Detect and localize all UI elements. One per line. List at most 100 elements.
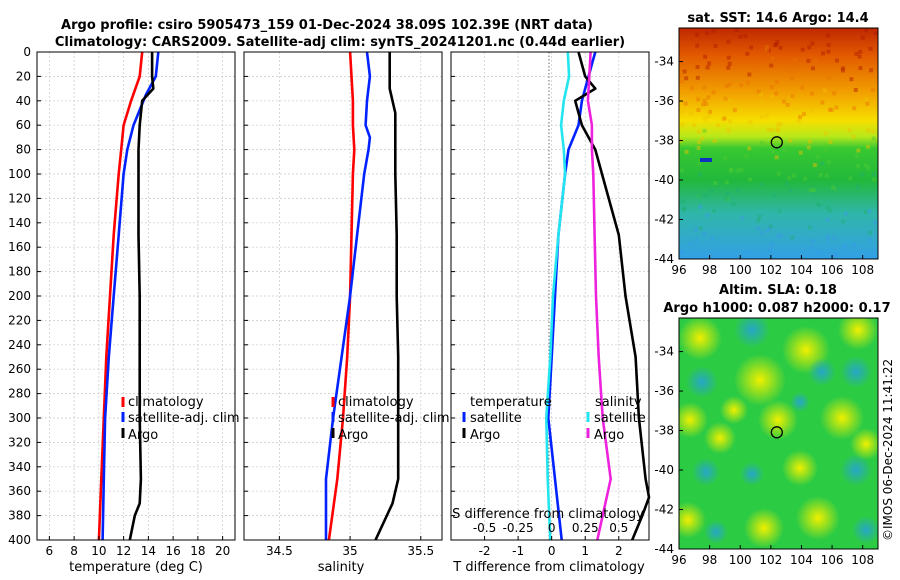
sst-texture-cell xyxy=(702,128,707,133)
sst-texture-cell xyxy=(682,69,687,74)
sst-texture-cell xyxy=(828,139,833,144)
sst-texture-cell xyxy=(769,63,774,68)
sst-axes-box xyxy=(678,27,879,260)
sst-texture-cell xyxy=(712,139,717,143)
sst-texture-cell xyxy=(723,95,728,100)
sst-texture-cell xyxy=(697,161,702,166)
sst-texture-cell xyxy=(754,69,759,74)
sst-texture-cell xyxy=(791,173,796,178)
sla-eddy xyxy=(679,502,706,538)
sst-texture-cell xyxy=(782,147,787,152)
sst-texture-cell xyxy=(789,69,794,74)
sst-texture-cell xyxy=(698,204,703,209)
sst-texture-cell xyxy=(817,203,822,208)
sst-texture-cell xyxy=(729,168,734,173)
sst-texture-cell xyxy=(734,28,739,32)
sst-texture-cell xyxy=(768,224,773,229)
sst-texture-cell xyxy=(766,127,771,132)
sst-texture-cell xyxy=(713,181,718,185)
sst-texture-cell xyxy=(843,211,848,216)
sst-texture-cell xyxy=(775,127,780,132)
sst-texture-cell xyxy=(858,66,863,71)
sst-texture-cell xyxy=(703,193,708,198)
y-tick-label: -38 xyxy=(654,424,674,438)
x-tick-label: 100 xyxy=(729,263,752,277)
legend-s-argo-label: Argo xyxy=(594,428,624,443)
sst-texture-cell xyxy=(866,166,871,171)
y-tick-label: 320 xyxy=(8,435,31,449)
imos-credit: ©IMOS 06-Dec-2024 11:41:22 xyxy=(881,359,895,541)
sst-texture-cell xyxy=(774,91,779,96)
y-tick-label: 380 xyxy=(8,509,31,523)
sst-texture-cell xyxy=(770,242,775,247)
sst-texture-cell xyxy=(867,230,872,235)
y-tick-label: 20 xyxy=(16,69,31,83)
sst-texture-cell xyxy=(824,173,829,178)
x2-tick-label: 0 xyxy=(548,521,556,535)
s-difference-xlabel: S difference from climatology xyxy=(452,507,644,522)
sst-texture-cell xyxy=(812,163,817,168)
sst-texture-cell xyxy=(740,216,745,221)
legend-t-argo-label: Argo xyxy=(470,428,500,443)
sst-texture-cell xyxy=(823,131,828,136)
sst-texture-cell xyxy=(680,109,685,114)
sst-texture-cell xyxy=(697,172,702,177)
sst-texture-cell xyxy=(769,85,774,90)
sst-texture-cell xyxy=(766,48,771,53)
x-tick-label: 96 xyxy=(671,263,686,277)
sst-texture-cell xyxy=(770,128,775,133)
sst-texture-cell xyxy=(825,205,830,210)
sst-texture-cell xyxy=(820,100,825,105)
sst-texture-cell xyxy=(811,192,816,196)
sst-texture-cell xyxy=(727,61,732,66)
sst-texture-cell xyxy=(803,176,808,181)
x-tick-label: 106 xyxy=(821,553,844,567)
y-tick-label: 400 xyxy=(8,533,31,547)
sst-texture-cell xyxy=(744,154,749,159)
sst-texture-cell xyxy=(709,188,714,193)
sst-texture-cell xyxy=(826,33,831,38)
sst-texture-cell xyxy=(756,89,761,94)
sst-texture-cell xyxy=(723,156,728,161)
sst-texture-cell xyxy=(702,232,707,237)
sst-texture-cell xyxy=(727,82,732,87)
y-tick-label: -34 xyxy=(654,55,674,69)
y-tick-label: 120 xyxy=(8,191,31,205)
sst-texture-cell xyxy=(726,39,731,44)
sst-texture-cell xyxy=(807,225,812,230)
x-tick-label: -1 xyxy=(512,544,524,558)
sst-texture-cell xyxy=(698,226,703,231)
x2-tick-label: -0.25 xyxy=(503,521,534,535)
sst-texture-cell xyxy=(704,101,709,106)
y-tick-label: 240 xyxy=(8,338,31,352)
sst-texture-cell xyxy=(712,208,717,213)
sst-texture-cell xyxy=(806,145,811,150)
series-line-argo xyxy=(128,52,155,541)
sst-texture-cell xyxy=(810,109,814,114)
sst-texture-cell xyxy=(869,68,874,73)
salinity-legend: climatology satellite-adj. clim Argo xyxy=(331,395,450,443)
sst-texture-cell xyxy=(775,39,780,44)
altim-map-title2: Argo h1000: 0.087 h2000: 0.17 xyxy=(663,301,890,316)
sst-texture-cell xyxy=(695,32,699,37)
sla-eddy xyxy=(840,356,872,388)
sst-texture-cell xyxy=(710,236,715,241)
sst-texture-cell xyxy=(832,91,837,96)
sst-texture-cell xyxy=(792,105,797,110)
difference-panel: -2 -1 0 1 2 -0.5 -0.25 0 0.25 0.5 T difference fr… xyxy=(450,51,651,575)
sst-texture-cell xyxy=(731,202,736,206)
temperature-xlabel: temperature (deg C) xyxy=(69,560,203,575)
sst-texture-cell xyxy=(785,181,789,186)
temperature-panel: 0 20 40 60 80 100 120 140 160 180 200 220 240 260 280 3… xyxy=(8,45,240,575)
x-tick-label: 100 xyxy=(729,553,752,567)
sst-texture-cell xyxy=(760,231,765,235)
sst-texture-cell xyxy=(721,117,725,122)
altim-map-title1: Altim. SLA: 0.18 xyxy=(719,283,837,298)
sla-eddy xyxy=(852,516,878,544)
x-tick-label: 20 xyxy=(215,544,230,558)
sst-texture-cell xyxy=(867,209,872,214)
sst-texture-cell xyxy=(788,95,793,100)
sst-texture-cell xyxy=(708,109,712,114)
sla-eddy xyxy=(679,318,722,360)
sst-texture-cell xyxy=(811,66,815,71)
